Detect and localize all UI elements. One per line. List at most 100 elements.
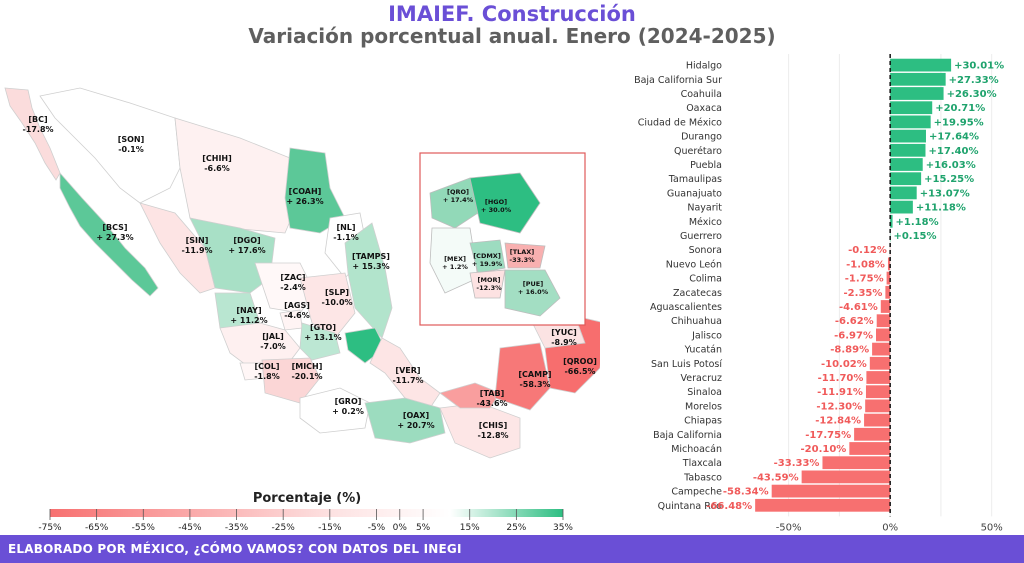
state-label: [NAY]+ 11.2% <box>230 306 267 325</box>
bar <box>890 200 913 214</box>
bar-value-label: +16.03% <box>926 160 976 171</box>
state-value: + 16.0% <box>518 288 549 296</box>
bar-category-label: Campeche <box>671 487 722 498</box>
state-label: [MICH]-20.1% <box>291 362 322 381</box>
bar-value-label: -12.30% <box>816 401 862 412</box>
state-value: -17.8% <box>22 125 53 134</box>
state-value: + 0.2% <box>332 407 364 416</box>
state-abbr: [JAL] <box>262 332 284 341</box>
chart-subtitle: Variación porcentual anual. Enero (2024-… <box>248 24 776 48</box>
bar-value-label: -11.91% <box>817 387 863 398</box>
bar-value-label: -4.61% <box>839 302 878 313</box>
inset-shape-mex <box>429 227 479 294</box>
bar-category-label: Tlaxcala <box>682 458 722 469</box>
bar-category-label: San Luis Potosí <box>651 359 722 370</box>
state-label: [TAMPS]+ 15.3% <box>352 252 390 271</box>
inset-shape-cdmx <box>469 239 506 274</box>
bar <box>886 271 891 285</box>
state-abbr: [SLP] <box>325 288 349 297</box>
inset-state-label: [MOR]-12.3% <box>476 276 502 292</box>
x-axis-tick-label: 50% <box>981 522 1003 532</box>
state-abbr: [NAY] <box>236 306 261 315</box>
state-value: -6.6% <box>204 164 230 173</box>
state-abbr: [SON] <box>118 135 145 144</box>
bar <box>887 257 891 271</box>
footer-bar: ELABORADO POR MÉXICO, ¿CÓMO VAMOS? CON D… <box>0 535 1024 563</box>
state-label: [VER]-11.7% <box>392 366 423 385</box>
bar-category-label: Baja California Sur <box>634 75 722 86</box>
state-label: [QROO]-66.5% <box>563 357 597 376</box>
x-axis-tick-label: -50% <box>776 522 802 532</box>
state-abbr: [DGO] <box>233 236 260 245</box>
state-shape-slp <box>299 272 356 339</box>
bar-category-label: Sinaloa <box>687 387 722 398</box>
bar-value-label: -1.75% <box>845 274 884 285</box>
bar-value-label: -11.70% <box>818 373 864 384</box>
state-shape-chih <box>174 117 301 234</box>
bar <box>890 158 923 171</box>
bar <box>854 427 891 441</box>
state-label: [JAL]-7.0% <box>260 332 286 351</box>
state-value: -11.9% <box>181 246 212 255</box>
state-label: [COL]-1.8% <box>254 362 280 381</box>
state-label: [GRO]+ 0.2% <box>332 397 364 416</box>
bar-category-label: Ciudad de México <box>638 117 722 128</box>
state-abbr: [CHIS] <box>479 421 508 430</box>
state-shape-gro <box>299 387 371 434</box>
bar-value-label: +19.95% <box>934 117 984 128</box>
legend-tick-label: 25% <box>506 523 526 533</box>
state-abbr: [PUE] <box>523 280 543 288</box>
bar-value-label: +0.15% <box>893 231 936 242</box>
state-abbr: [MICH] <box>292 362 323 371</box>
state-label: [SIN]-11.9% <box>181 236 212 255</box>
bar-value-label: -17.75% <box>805 430 851 441</box>
state-value: -12.3% <box>476 284 502 292</box>
bar-category-label: Guerrero <box>680 231 722 242</box>
bar <box>890 87 944 100</box>
bar-category-label: Hidalgo <box>686 61 722 72</box>
bar <box>865 399 891 413</box>
bar <box>876 314 891 328</box>
chart-title: IMAIEF. Construcción <box>388 2 636 26</box>
bar <box>890 186 917 200</box>
state-shape-oax <box>364 397 446 444</box>
state-value: -2.4% <box>280 283 306 292</box>
bar <box>880 300 891 313</box>
bar-value-label: -2.35% <box>844 288 883 299</box>
state-shape-camp <box>494 342 551 411</box>
state-label: [YUC]-8.9% <box>551 328 577 347</box>
state-label: [COAH]+ 26.3% <box>286 187 323 206</box>
bar-category-label: Querétaro <box>674 146 722 157</box>
bar <box>875 328 891 342</box>
bar-category-label: Colima <box>689 274 722 285</box>
inset-shape-qro <box>429 177 479 229</box>
bar-category-label: Baja California <box>653 430 722 441</box>
bar <box>885 285 891 299</box>
legend-tick-label: -15% <box>318 523 342 533</box>
bar <box>872 342 891 356</box>
bar-value-label: +15.25% <box>924 174 974 185</box>
bar-value-label: -20.10% <box>801 444 847 455</box>
state-value: + 17.4% <box>443 196 474 204</box>
state-label: [NL]-1.1% <box>333 223 359 242</box>
state-value: + 30.0% <box>481 206 512 214</box>
bar-value-label: +13.07% <box>920 188 970 199</box>
bar-category-label: Sonora <box>689 245 722 256</box>
state-value: -10.0% <box>321 298 352 307</box>
state-value: -1.8% <box>254 372 280 381</box>
state-shape-tab <box>439 382 501 409</box>
state-abbr: [QROO] <box>563 357 597 366</box>
legend-tick-label: 0% <box>393 523 408 533</box>
inset-shape-tlax <box>504 242 546 269</box>
state-shape-tamps <box>344 222 393 339</box>
state-value: -12.8% <box>477 431 508 440</box>
bar-category-label: Nuevo León <box>666 259 722 270</box>
state-value: + 1.2% <box>442 263 468 271</box>
legend-tick-label: -5% <box>368 523 386 533</box>
state-value: -11.7% <box>392 376 423 385</box>
state-value: + 17.6% <box>228 246 265 255</box>
bar-category-label: Jalisco <box>691 330 722 341</box>
bar-category-label: Veracruz <box>681 373 722 384</box>
state-shape-gto <box>299 322 341 361</box>
bar-category-label: Michoacán <box>671 444 722 455</box>
